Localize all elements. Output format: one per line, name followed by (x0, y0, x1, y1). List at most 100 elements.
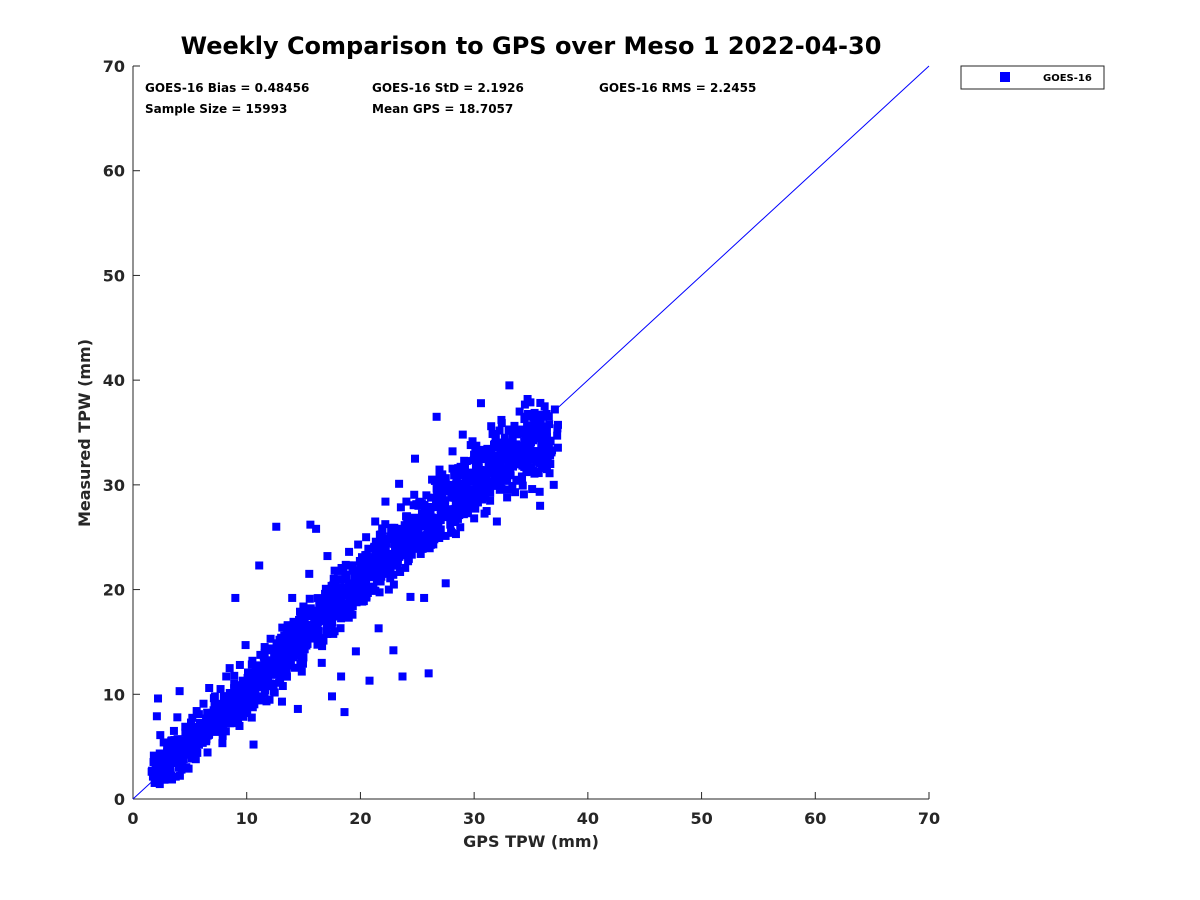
data-point (393, 551, 402, 560)
data-point (163, 744, 172, 753)
data-point (288, 593, 297, 602)
data-point (523, 421, 532, 430)
data-point (424, 669, 433, 678)
stat-std: GOES-16 StD = 2.1926 (372, 81, 524, 95)
data-point (278, 660, 287, 669)
data-point (389, 580, 398, 589)
y-tick-label: 50 (103, 266, 125, 285)
data-point (265, 656, 274, 665)
data-point (306, 520, 315, 529)
plot-area: 0 10 20 30 40 50 60 70 0 10 20 30 40 50 60 70 (103, 57, 940, 828)
data-point (503, 493, 512, 502)
data-point (202, 737, 211, 746)
data-point (230, 671, 239, 680)
data-point (365, 676, 374, 685)
data-point (295, 615, 304, 624)
data-point (173, 713, 182, 722)
data-point (471, 504, 480, 513)
data-point (322, 595, 331, 604)
data-point (379, 569, 388, 578)
x-tick-label: 60 (804, 809, 826, 828)
data-point (188, 713, 197, 722)
data-point (276, 675, 285, 684)
data-point (151, 777, 160, 786)
data-point (241, 641, 250, 650)
data-point (490, 440, 499, 449)
data-point (392, 558, 401, 567)
data-point (539, 412, 548, 421)
data-point (435, 534, 444, 543)
data-point (381, 520, 390, 529)
data-point (428, 531, 437, 540)
data-point (450, 484, 459, 493)
stat-sample-size: Sample Size = 15993 (145, 102, 287, 116)
data-point (290, 633, 299, 642)
data-point (333, 585, 342, 594)
data-point (202, 716, 211, 725)
data-point (338, 584, 347, 593)
data-point (308, 626, 317, 635)
data-point (190, 754, 199, 763)
data-point (520, 426, 529, 435)
data-point (351, 647, 360, 656)
data-point (263, 646, 272, 655)
data-point (342, 590, 351, 599)
data-point (172, 751, 181, 760)
legend-box (960, 65, 1105, 90)
x-axis-label: GPS TPW (mm) (463, 832, 599, 851)
data-point (484, 469, 493, 478)
data-point (504, 459, 513, 468)
data-point (402, 521, 411, 530)
data-point (362, 591, 371, 600)
data-point (260, 660, 269, 669)
data-point (467, 485, 476, 494)
data-point (155, 780, 164, 789)
y-tick-label: 40 (103, 371, 125, 390)
data-point (448, 464, 457, 473)
data-point (374, 624, 383, 633)
data-point (221, 727, 230, 736)
data-point (272, 522, 281, 531)
data-point (362, 533, 371, 542)
x-tick-label: 10 (236, 809, 258, 828)
data-point (285, 659, 294, 668)
data-point (284, 641, 293, 650)
data-point (388, 556, 397, 565)
data-point (314, 630, 323, 639)
data-point (437, 490, 446, 499)
data-point (427, 493, 436, 502)
data-point (550, 405, 559, 414)
data-point (535, 487, 544, 496)
data-point (515, 426, 524, 435)
data-point (417, 509, 426, 518)
data-point (435, 465, 444, 474)
data-point (473, 445, 482, 454)
data-point (219, 692, 228, 701)
data-point (493, 455, 502, 464)
legend-label: GOES-16 (1043, 73, 1092, 84)
data-point (248, 656, 257, 665)
data-point (496, 438, 505, 447)
x-tick-label: 70 (918, 809, 940, 828)
data-point (356, 590, 365, 599)
data-point (532, 457, 541, 466)
data-point (179, 741, 188, 750)
data-point (364, 544, 373, 553)
data-point (275, 653, 284, 662)
data-point (553, 443, 562, 452)
data-point (529, 413, 538, 422)
data-point (362, 550, 371, 559)
data-point (470, 514, 479, 523)
data-point (513, 445, 522, 454)
data-point (181, 722, 190, 731)
data-point (523, 467, 532, 476)
data-point (491, 475, 500, 484)
data-point (186, 718, 195, 727)
data-point (216, 685, 225, 694)
data-point (312, 524, 321, 533)
data-point (370, 543, 379, 552)
data-point (319, 634, 328, 643)
data-point (173, 735, 182, 744)
data-point (170, 756, 179, 765)
